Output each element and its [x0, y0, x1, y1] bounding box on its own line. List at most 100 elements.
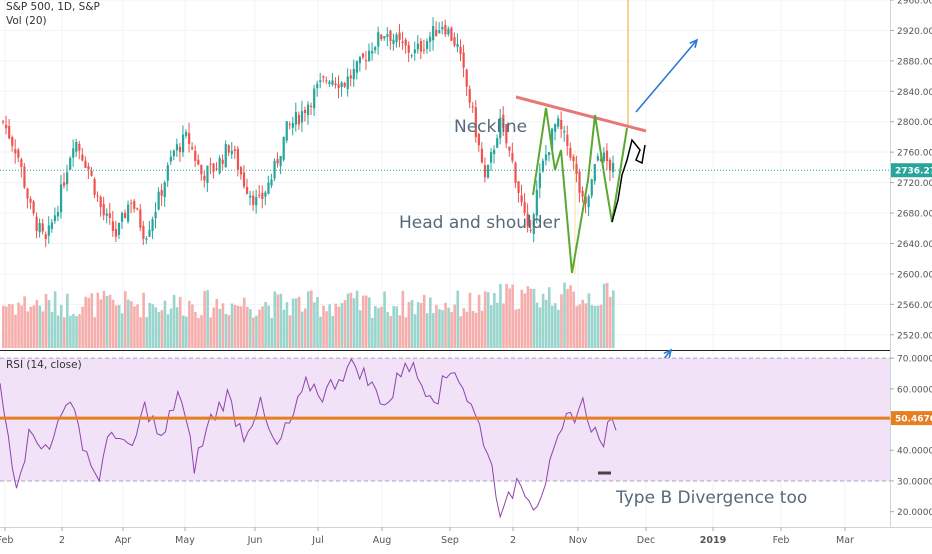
candle-body — [181, 134, 185, 153]
candle-body — [483, 165, 487, 178]
candle-body — [267, 182, 270, 194]
time-tick-label: Jun — [247, 535, 263, 546]
volume-bar — [139, 317, 142, 348]
candle-body — [605, 150, 609, 162]
time-tick-label: 2 — [510, 535, 516, 546]
volume-bar — [185, 316, 188, 348]
volume-bar — [581, 299, 585, 348]
candle-body — [236, 148, 240, 170]
candle-body — [111, 221, 114, 231]
symbol-label: S&P 500, 1D, S&P — [6, 1, 100, 13]
volume-bar — [386, 311, 389, 348]
volume-bar — [465, 311, 469, 348]
volume-bar — [404, 317, 408, 348]
volume-bar — [124, 291, 127, 348]
candle-body — [160, 189, 163, 196]
candle-body — [215, 168, 218, 170]
volume-bar — [441, 310, 444, 348]
volume-bar — [136, 304, 139, 348]
candle-body — [377, 32, 380, 47]
candle-body — [81, 154, 84, 161]
candle-body — [44, 234, 47, 239]
volume-bar — [63, 317, 66, 348]
volume-bar — [392, 305, 395, 348]
candle-body — [5, 125, 8, 129]
volume-bar — [319, 316, 322, 348]
volume-bar — [108, 294, 112, 348]
volume-bar — [541, 293, 545, 348]
volume-bar — [75, 316, 78, 348]
volume-bar — [50, 311, 54, 348]
candle-body — [358, 56, 362, 64]
candle-body — [20, 159, 23, 167]
volume-bar — [242, 297, 246, 348]
candle-body — [462, 52, 465, 68]
candle-body — [242, 172, 246, 187]
volume-bar — [44, 293, 48, 348]
candle-body — [410, 55, 413, 57]
volume-bar — [175, 307, 179, 348]
candle-body — [47, 225, 50, 236]
volume-bar — [291, 298, 295, 348]
candle-body — [303, 109, 307, 114]
volume-bar — [178, 296, 182, 348]
candle-body — [511, 152, 514, 161]
volume-bar — [252, 317, 255, 348]
candle-body — [450, 27, 453, 41]
candle-body — [209, 163, 212, 165]
volume-bar — [53, 291, 57, 348]
volume-bar — [587, 293, 591, 348]
volume-bar — [215, 298, 219, 348]
candle-body — [502, 114, 505, 128]
candle-body — [96, 195, 99, 197]
volume-bar — [11, 304, 14, 348]
candle-body — [508, 146, 511, 151]
volume-bar — [23, 296, 26, 348]
candle-body — [212, 163, 215, 172]
volume-bar — [157, 312, 161, 348]
volume-bar — [35, 299, 39, 348]
time-tick-label: Aug — [373, 535, 392, 546]
volume-bar — [526, 286, 530, 348]
candle-body — [551, 128, 554, 150]
volume-bar — [447, 307, 450, 348]
volume-bar — [142, 292, 145, 348]
volume-bar — [133, 306, 136, 348]
volume-bar — [419, 302, 423, 348]
volume-bar — [66, 293, 69, 348]
volume-bar — [435, 304, 438, 348]
candle-body — [554, 123, 557, 132]
head-shoulder-pattern — [532, 107, 628, 274]
volume-bar — [563, 282, 566, 348]
candle-body — [389, 30, 392, 42]
volume-bar — [212, 307, 216, 348]
volume-bar — [444, 302, 447, 348]
volume-bar — [181, 315, 185, 348]
rsi-tick-label: 30.0000 — [897, 477, 932, 487]
time-tick-label: Nov — [569, 535, 588, 546]
candle-body — [102, 204, 105, 216]
volume-bar — [96, 292, 100, 348]
volume-bar — [499, 283, 502, 348]
candle-body — [166, 165, 169, 181]
candle-body — [453, 37, 456, 46]
volume-bar — [145, 317, 148, 348]
candle-body — [66, 172, 69, 185]
time-tick-label: Apr — [115, 535, 132, 546]
rsi-panel: Type B Divergence too — [0, 357, 890, 519]
volume-bar — [130, 301, 133, 348]
volume-bar — [456, 290, 460, 348]
volume-bar — [450, 312, 453, 348]
volume-bar — [425, 313, 429, 348]
volume-bar — [93, 317, 97, 348]
volume-bar — [297, 296, 301, 348]
volume-bar — [596, 305, 600, 348]
candle-body — [496, 138, 499, 148]
volume-bar — [227, 315, 231, 348]
volume-bar — [429, 297, 432, 348]
candle-body — [35, 216, 38, 232]
volume-bar — [422, 294, 426, 348]
volume-bar — [483, 291, 487, 348]
